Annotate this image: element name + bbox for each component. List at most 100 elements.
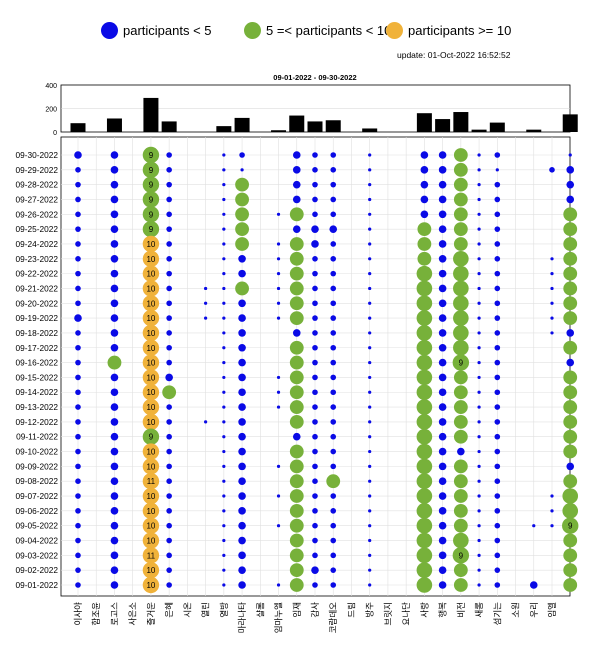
- participant-bubble: [563, 533, 578, 548]
- date-tick-label: 09-07-2022: [16, 491, 59, 501]
- participant-bubble: [368, 242, 372, 246]
- participant-bubble: [222, 405, 226, 409]
- participant-bubble: [438, 566, 447, 574]
- participant-bubble: [142, 191, 160, 208]
- participant-bubble: [222, 390, 226, 394]
- participant-bubble: [563, 370, 578, 385]
- participant-count-label: 9: [459, 551, 464, 560]
- participant-bubble: [438, 254, 447, 263]
- date-tick-label: 09-30-2022: [16, 150, 59, 160]
- participant-bubble: [222, 538, 226, 543]
- participant-bubble: [438, 388, 447, 397]
- category-tick-label: 사랑: [419, 602, 429, 618]
- participant-bubble: [238, 507, 246, 515]
- participant-bubble: [330, 463, 337, 470]
- participant-count-label: 9: [568, 522, 573, 531]
- participant-bubble: [477, 375, 481, 380]
- date-tick-label: 09-20-2022: [16, 298, 59, 308]
- participant-bubble: [494, 552, 501, 559]
- participant-bubble: [238, 329, 246, 337]
- participant-bubble: [222, 257, 226, 261]
- participant-bubble: [477, 360, 481, 365]
- participant-bubble: [453, 325, 469, 341]
- participant-bubble: [438, 521, 447, 530]
- participant-bubble: [368, 183, 372, 187]
- participant-bubble: [330, 330, 337, 336]
- participant-bubble: [222, 346, 226, 350]
- participant-bubble: [110, 373, 119, 382]
- participant-bubble: [494, 181, 501, 188]
- participant-bubble: [238, 299, 246, 308]
- participant-bubble: [330, 255, 337, 262]
- participant-bubble: [494, 448, 501, 455]
- legend-label: participants >= 10: [408, 23, 512, 38]
- participant-bubble: [312, 389, 318, 396]
- participant-bubble: [416, 384, 433, 401]
- participant-bubble: [289, 370, 304, 385]
- participant-bubble: [438, 343, 447, 352]
- category-tick-label: 로고스: [109, 602, 119, 626]
- participant-bubble: [166, 404, 172, 410]
- participant-bubble: [166, 300, 172, 307]
- date-tick-label: 09-05-2022: [16, 521, 59, 531]
- participant-bubble: [289, 578, 304, 592]
- participant-bubble: [438, 195, 447, 204]
- participant-bubble: [75, 241, 81, 247]
- participant-bubble: [453, 237, 468, 251]
- participant-count-label: 9: [149, 166, 154, 175]
- legend-label: participants < 5: [123, 23, 212, 38]
- histogram-bar: [70, 123, 86, 132]
- participant-bubble: [563, 563, 578, 578]
- participant-bubble: [75, 419, 81, 425]
- participant-bubble: [494, 419, 501, 425]
- participant-bubble: [477, 168, 481, 172]
- participant-bubble: [235, 281, 249, 296]
- participant-bubble: [142, 220, 160, 238]
- participant-bubble: [563, 207, 578, 222]
- participant-bubble: [416, 458, 433, 475]
- participant-bubble: [368, 390, 372, 394]
- participant-bubble: [166, 226, 172, 232]
- participant-bubble: [222, 553, 226, 557]
- participant-bubble: [110, 195, 119, 204]
- participant-bubble: [494, 241, 501, 247]
- participant-bubble: [110, 269, 119, 278]
- participant-bubble: [416, 354, 433, 371]
- participant-bubble: [477, 197, 481, 202]
- participant-bubble: [312, 433, 318, 440]
- participant-bubble: [494, 389, 501, 396]
- participant-bubble: [368, 494, 372, 498]
- participant-bubble: [416, 369, 433, 386]
- histogram-bar: [289, 115, 305, 132]
- participant-bubble: [166, 270, 172, 277]
- participant-bubble: [75, 463, 81, 470]
- participant-bubble: [75, 537, 81, 544]
- legend-item-small: participants < 5: [101, 22, 212, 39]
- participant-bubble: [550, 272, 554, 276]
- participant-bubble: [550, 494, 554, 498]
- participant-count-label: 10: [146, 299, 155, 308]
- participant-bubble: [452, 547, 470, 564]
- histogram-bar: [471, 129, 487, 132]
- participant-bubble: [142, 517, 160, 534]
- participant-bubble: [550, 286, 554, 291]
- participant-bubble: [312, 493, 318, 499]
- participant-bubble: [238, 269, 246, 278]
- participant-bubble: [438, 151, 447, 159]
- participant-bubble: [477, 272, 481, 276]
- participant-bubble: [238, 536, 246, 545]
- participant-count-label: 10: [146, 581, 155, 590]
- date-tick-label: 09-14-2022: [16, 387, 59, 397]
- participant-bubble: [438, 536, 447, 545]
- participant-count-label: 9: [149, 195, 154, 204]
- participant-bubble: [289, 474, 304, 489]
- participant-bubble: [204, 286, 208, 291]
- participant-bubble: [166, 419, 172, 425]
- participant-bubble: [222, 464, 226, 468]
- participant-bubble: [75, 226, 81, 232]
- date-tick-label: 09-22-2022: [16, 269, 59, 279]
- participant-bubble: [75, 344, 81, 351]
- participant-bubble: [312, 419, 318, 425]
- participant-bubble: [289, 518, 304, 533]
- histogram-bar: [216, 126, 232, 132]
